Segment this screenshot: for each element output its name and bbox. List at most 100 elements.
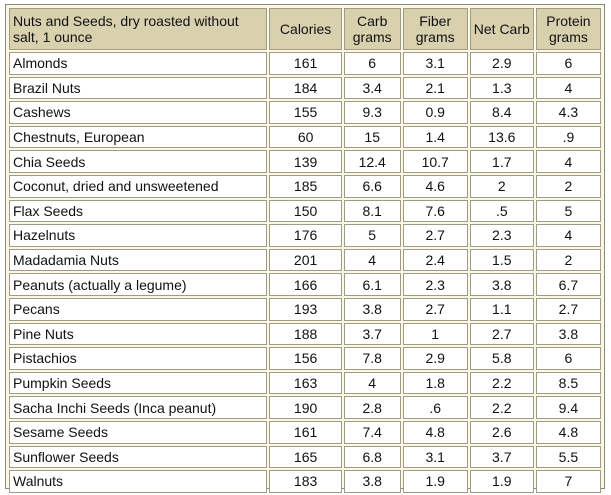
cell-net-carb: 1.7 bbox=[469, 150, 534, 173]
cell-net-carb: 3.7 bbox=[469, 445, 534, 469]
cell-net-carb: 2.2 bbox=[469, 396, 534, 419]
cell-calories: 176 bbox=[269, 224, 342, 247]
table-row: Madadamia Nuts 201 4 2.4 1.5 2 bbox=[9, 248, 601, 272]
cell-protein-grams: 2 bbox=[535, 174, 601, 198]
cell-food-name: Sesame Seeds bbox=[9, 420, 268, 444]
cell-protein-grams: 6 bbox=[535, 52, 601, 75]
nutrition-table: Nuts and Seeds, dry roasted without salt… bbox=[7, 6, 603, 495]
cell-food-name: Chestnuts, European bbox=[9, 125, 268, 149]
cell-carb-grams: 12.4 bbox=[343, 150, 401, 173]
cell-fiber-grams: 4.6 bbox=[402, 174, 468, 198]
cell-net-carb: 2.6 bbox=[469, 420, 534, 444]
cell-food-name: Coconut, dried and unsweetened bbox=[9, 174, 268, 198]
cell-calories: 190 bbox=[269, 396, 342, 419]
cell-fiber-grams: 2.9 bbox=[402, 347, 468, 370]
header-calories: Calories bbox=[269, 8, 342, 50]
cell-carb-grams: 3.7 bbox=[343, 322, 401, 346]
cell-food-name: Flax Seeds bbox=[9, 199, 268, 223]
cell-protein-grams: 2.7 bbox=[535, 297, 601, 321]
cell-food-name: Pine Nuts bbox=[9, 322, 268, 346]
cell-carb-grams: 4 bbox=[343, 248, 401, 272]
table-row: Sacha Inchi Seeds (Inca peanut) 190 2.8.6 2… bbox=[9, 396, 601, 419]
cell-net-carb: 2 bbox=[469, 174, 534, 198]
table-row: Sesame Seeds 161 7.4 4.8 2.6 4.8 bbox=[9, 420, 601, 444]
cell-carb-grams: 6.1 bbox=[343, 273, 401, 296]
cell-calories: 184 bbox=[269, 76, 342, 100]
cell-net-carb: 13.6 bbox=[469, 125, 534, 149]
cell-food-name: Brazil Nuts bbox=[9, 76, 268, 100]
cell-carb-grams: 15 bbox=[343, 125, 401, 149]
cell-protein-grams: 4.3 bbox=[535, 101, 601, 124]
table-row: Sunflower Seeds 165 6.8 3.1 3.7 5.5 bbox=[9, 445, 601, 469]
cell-protein-grams: 5.5 bbox=[535, 445, 601, 469]
table-row: Flax Seeds 150 8.1 7.6.5 5 bbox=[9, 199, 601, 223]
cell-calories: 155 bbox=[269, 101, 342, 124]
cell-food-name: Sunflower Seeds bbox=[9, 445, 268, 469]
cell-calories: 193 bbox=[269, 297, 342, 321]
cell-protein-grams: 8.5 bbox=[535, 371, 601, 395]
header-carb-grams: Carb grams bbox=[343, 8, 401, 50]
table-row: Almonds 161 6 3.1 2.9 6 bbox=[9, 52, 601, 75]
cell-calories: 163 bbox=[269, 371, 342, 395]
cell-fiber-grams: 3.1 bbox=[402, 445, 468, 469]
cell-food-name: Madadamia Nuts bbox=[9, 248, 268, 272]
cell-food-name: Pumpkin Seeds bbox=[9, 371, 268, 395]
cell-protein-grams: 2 bbox=[535, 248, 601, 272]
cell-fiber-grams: 2.7 bbox=[402, 297, 468, 321]
table-row: Pistachios 156 7.8 2.9 5.8 6 bbox=[9, 347, 601, 370]
cell-net-carb: 1.9 bbox=[469, 470, 534, 493]
cell-carb-grams: 4 bbox=[343, 371, 401, 395]
cell-carb-grams: 6.6 bbox=[343, 174, 401, 198]
cell-carb-grams: 8.1 bbox=[343, 199, 401, 223]
table-row: Brazil Nuts 184 3.4 2.1 1.3 4 bbox=[9, 76, 601, 100]
header-protein-grams: Protein grams bbox=[535, 8, 601, 50]
cell-net-carb: 2.2 bbox=[469, 371, 534, 395]
cell-carb-grams: 6.8 bbox=[343, 445, 401, 469]
table-row: Pumpkin Seeds 163 4 1.8 2.2 8.5 bbox=[9, 371, 601, 395]
table-row: Pine Nuts 188 3.7 1 2.7 3.8 bbox=[9, 322, 601, 346]
cell-protein-grams: 4 bbox=[535, 76, 601, 100]
cell-protein-grams: 6 bbox=[535, 347, 601, 370]
cell-protein-grams: 3.8 bbox=[535, 322, 601, 346]
cell-protein-grams: 4.8 bbox=[535, 420, 601, 444]
cell-net-carb: 8.4 bbox=[469, 101, 534, 124]
cell-food-name: Pecans bbox=[9, 297, 268, 321]
cell-fiber-grams: 1 bbox=[402, 322, 468, 346]
cell-food-name: Pistachios bbox=[9, 347, 268, 370]
table-row: Peanuts (actually a legume) 166 6.1 2.3 3.8 6… bbox=[9, 273, 601, 296]
cell-fiber-grams: 1.9 bbox=[402, 470, 468, 493]
cell-food-name: Walnuts bbox=[9, 470, 268, 493]
cell-food-name: Hazelnuts bbox=[9, 224, 268, 247]
table-header-row: Nuts and Seeds, dry roasted without salt… bbox=[9, 8, 601, 50]
cell-calories: 60 bbox=[269, 125, 342, 149]
cell-calories: 161 bbox=[269, 52, 342, 75]
cell-carb-grams: 3.4 bbox=[343, 76, 401, 100]
cell-carb-grams: 5 bbox=[343, 224, 401, 247]
cell-net-carb: .5 bbox=[469, 199, 534, 223]
cell-net-carb: 3.8 bbox=[469, 273, 534, 296]
cell-net-carb: 1.1 bbox=[469, 297, 534, 321]
cell-protein-grams: .9 bbox=[535, 125, 601, 149]
table-row: Walnuts 183 3.8 1.9 1.9 7 bbox=[9, 470, 601, 493]
cell-fiber-grams: 2.4 bbox=[402, 248, 468, 272]
cell-carb-grams: 3.8 bbox=[343, 470, 401, 493]
cell-protein-grams: 6.7 bbox=[535, 273, 601, 296]
header-fiber-grams: Fiber grams bbox=[402, 8, 468, 50]
table-row: Hazelnuts 176 5 2.7 2.3 4 bbox=[9, 224, 601, 247]
cell-calories: 165 bbox=[269, 445, 342, 469]
cell-fiber-grams: 0.9 bbox=[402, 101, 468, 124]
cell-food-name: Almonds bbox=[9, 52, 268, 75]
cell-fiber-grams: 3.1 bbox=[402, 52, 468, 75]
cell-food-name: Chia Seeds bbox=[9, 150, 268, 173]
table-row: Pecans 193 3.8 2.7 1.1 2.7 bbox=[9, 297, 601, 321]
cell-carb-grams: 7.8 bbox=[343, 347, 401, 370]
cell-fiber-grams: 1.4 bbox=[402, 125, 468, 149]
table-body: Almonds 161 6 3.1 2.9 6 Brazil Nuts 184 3.4 2.1 1.… bbox=[9, 52, 601, 493]
cell-calories: 166 bbox=[269, 273, 342, 296]
cell-food-name: Sacha Inchi Seeds (Inca peanut) bbox=[9, 396, 268, 419]
cell-fiber-grams: 2.1 bbox=[402, 76, 468, 100]
table-row: Chia Seeds 139 12.4 10.7 1.7 4 bbox=[9, 150, 601, 173]
cell-protein-grams: 7 bbox=[535, 470, 601, 493]
cell-calories: 161 bbox=[269, 420, 342, 444]
cell-net-carb: 1.5 bbox=[469, 248, 534, 272]
